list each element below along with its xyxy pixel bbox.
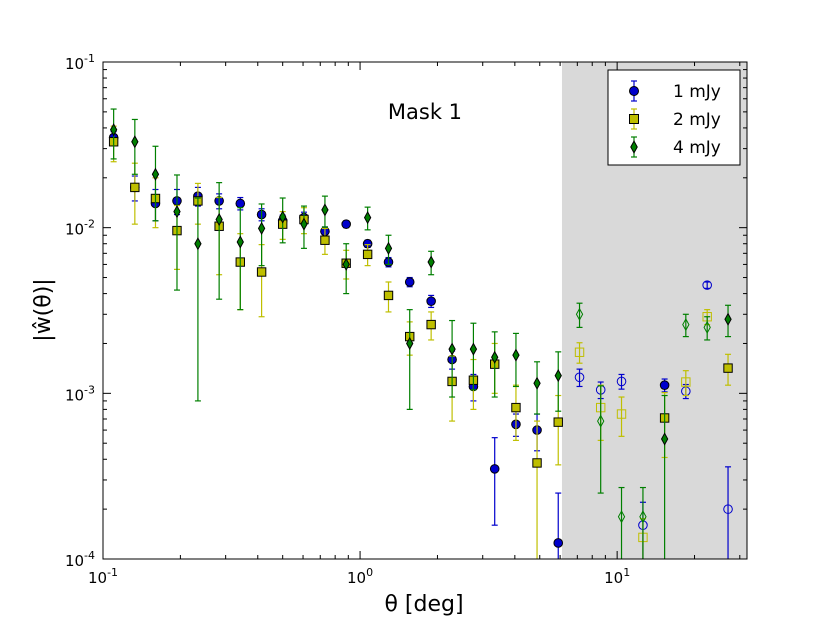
x-tick-label: 101 bbox=[604, 566, 630, 587]
data-point bbox=[235, 198, 246, 209]
data-point bbox=[553, 538, 564, 548]
legend-label: 1 mJy bbox=[673, 82, 721, 102]
x-tick-label: 10-1 bbox=[88, 566, 118, 587]
data-point bbox=[682, 317, 690, 332]
data-point bbox=[151, 167, 160, 181]
data-point bbox=[681, 377, 691, 387]
data-point bbox=[321, 203, 329, 217]
data-point bbox=[363, 210, 372, 225]
data-point bbox=[130, 182, 140, 193]
y-axis-title: |ŵ(θ)| bbox=[31, 278, 56, 341]
data-point bbox=[533, 376, 541, 390]
data-point bbox=[426, 296, 436, 306]
legend-label: 2 mJy bbox=[673, 110, 721, 130]
data-point bbox=[553, 417, 563, 427]
data-point bbox=[362, 249, 373, 260]
data-point bbox=[194, 237, 202, 251]
data-point bbox=[257, 221, 266, 236]
x-axis-title: θ [deg] bbox=[384, 592, 463, 617]
y-tick-label: 10-2 bbox=[65, 218, 95, 239]
data-point bbox=[341, 219, 351, 229]
data-point bbox=[406, 336, 414, 351]
data-point bbox=[724, 312, 732, 326]
series-layer bbox=[108, 108, 733, 559]
y-tick-label: 10-4 bbox=[65, 549, 95, 570]
data-point bbox=[448, 342, 456, 356]
data-point bbox=[489, 464, 500, 474]
data-point bbox=[279, 210, 287, 224]
data-point bbox=[723, 504, 733, 514]
data-point bbox=[236, 235, 244, 249]
data-point bbox=[660, 432, 669, 446]
data-point bbox=[639, 510, 647, 524]
data-point bbox=[532, 458, 542, 468]
data-point bbox=[702, 280, 712, 290]
data-point bbox=[384, 241, 393, 255]
legend-marker bbox=[629, 86, 639, 96]
axis-ticks bbox=[102, 62, 747, 560]
y-tick-label: 10-3 bbox=[65, 383, 95, 404]
data-point bbox=[320, 235, 330, 245]
data-point bbox=[404, 277, 415, 287]
data-point bbox=[511, 402, 521, 413]
legend-marker bbox=[629, 114, 639, 124]
data-point bbox=[574, 372, 585, 383]
data-point bbox=[469, 342, 478, 356]
data-point bbox=[300, 217, 308, 231]
data-point bbox=[426, 319, 436, 330]
y-tick-label: 10-1 bbox=[65, 52, 95, 73]
data-point bbox=[554, 368, 562, 383]
legend: 1 mJy 2 mJy 4 mJy bbox=[607, 69, 741, 166]
tick-labels: 10-1 100 101 10-1 10-2 10-3 10-4 bbox=[65, 52, 630, 587]
series-4-mjy bbox=[109, 108, 732, 559]
data-point bbox=[491, 350, 499, 364]
plot-frame bbox=[102, 61, 748, 560]
data-point bbox=[703, 320, 711, 335]
data-point bbox=[342, 257, 350, 272]
data-point bbox=[616, 376, 627, 387]
data-point bbox=[574, 347, 585, 357]
legend-label: 4 mJy bbox=[673, 138, 721, 158]
annotation-text: Mask 1 bbox=[388, 100, 462, 124]
legend-marker bbox=[630, 140, 638, 154]
data-point bbox=[109, 123, 118, 137]
data-point bbox=[383, 290, 394, 301]
data-point bbox=[256, 267, 267, 277]
data-point bbox=[173, 204, 181, 219]
data-point bbox=[659, 380, 670, 390]
data-point bbox=[575, 307, 584, 321]
data-point bbox=[131, 135, 139, 149]
data-point bbox=[616, 409, 627, 419]
data-point bbox=[723, 363, 733, 373]
data-point bbox=[512, 348, 520, 362]
data-point bbox=[215, 212, 223, 227]
data-point bbox=[617, 510, 626, 524]
data-point bbox=[597, 414, 605, 428]
data-point bbox=[427, 255, 435, 269]
x-tick-label: 100 bbox=[347, 566, 373, 587]
